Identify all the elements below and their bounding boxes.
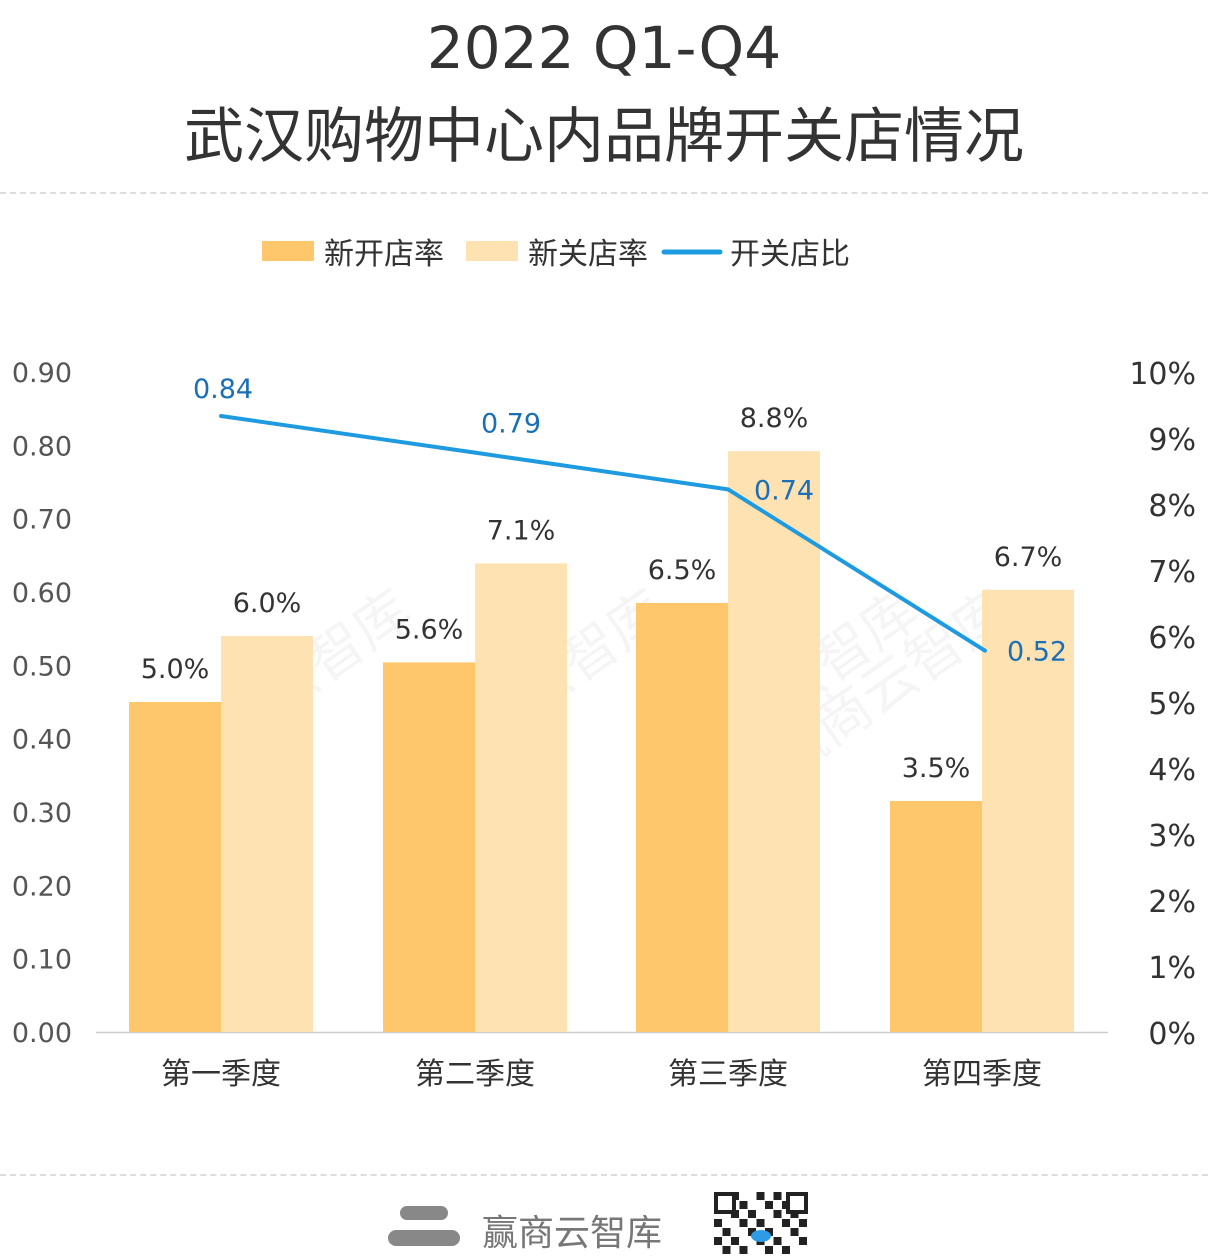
x-tick-label: 第二季度 [415, 1057, 535, 1092]
line-data-label: 0.79 [481, 409, 541, 440]
legend-label: 新关店率 [528, 237, 648, 272]
bar-data-label: 5.6% [395, 614, 464, 645]
bar-data-label: 6.0% [233, 588, 302, 619]
qr-logo [751, 1230, 771, 1242]
bar [383, 662, 475, 1032]
chart-title: 2022 Q1-Q4 [426, 14, 782, 82]
bar [129, 702, 221, 1032]
right-tick-label: 7% [1148, 555, 1196, 590]
qr-cell [765, 1228, 773, 1236]
qr-cell [765, 1246, 773, 1254]
left-tick-label: 0.00 [12, 1018, 72, 1049]
bar [890, 801, 982, 1032]
right-tick-label: 2% [1148, 885, 1196, 920]
qr-finder [714, 1192, 736, 1214]
left-tick-label: 0.20 [12, 871, 72, 902]
qr-cell [773, 1237, 782, 1245]
footer-brand: 赢商云智库 [482, 1213, 663, 1254]
qr-cell [739, 1219, 748, 1227]
x-tick-label: 第一季度 [161, 1057, 281, 1092]
left-tick-label: 0.80 [12, 431, 72, 462]
bar-data-label: 3.5% [902, 753, 971, 784]
qr-cell [765, 1201, 773, 1209]
right-tick-label: 4% [1148, 753, 1196, 788]
qr-cell [714, 1219, 722, 1227]
line-point [983, 648, 987, 653]
qr-cell [790, 1228, 799, 1236]
line-point [473, 450, 477, 455]
legend-label: 开关店比 [730, 237, 850, 272]
left-tick-label: 0.40 [12, 725, 72, 756]
legend-swatch [262, 241, 314, 261]
qr-cell [739, 1246, 748, 1254]
bar-data-label: 6.7% [994, 542, 1063, 573]
x-tick-label: 第三季度 [668, 1057, 788, 1092]
chart-subtitle: 武汉购物中心内品牌开关店情况 [184, 102, 1024, 172]
left-tick-label: 0.60 [12, 578, 72, 609]
legend-label: 新开店率 [324, 237, 444, 272]
left-tick-label: 0.70 [12, 505, 72, 536]
line-data-label: 0.74 [754, 475, 814, 506]
left-tick-label: 0.10 [12, 945, 72, 976]
left-tick-label: 0.90 [12, 358, 72, 389]
divider [0, 1174, 1208, 1176]
logo-icon [388, 1230, 460, 1246]
line-data-label: 0.52 [1007, 637, 1067, 668]
right-tick-label: 10% [1129, 357, 1196, 392]
line-point [726, 487, 730, 492]
legend-swatch [466, 241, 518, 261]
right-tick-label: 8% [1148, 489, 1196, 524]
qr-cell [773, 1210, 782, 1218]
x-tick-label: 第四季度 [922, 1057, 1042, 1092]
line-series [220, 414, 987, 653]
qr-cell [756, 1192, 765, 1200]
left-tick-label: 0.30 [12, 798, 72, 829]
right-tick-label: 3% [1148, 819, 1196, 854]
bar [728, 451, 820, 1032]
divider [0, 192, 1208, 194]
right-tick-label: 1% [1148, 951, 1196, 986]
bar-data-label: 7.1% [487, 515, 556, 546]
qr-finder [786, 1192, 808, 1214]
qr-cell [722, 1246, 731, 1254]
line-point [219, 414, 223, 418]
qr-cell [799, 1237, 807, 1245]
left-tick-label: 0.50 [12, 651, 72, 682]
bar-data-label: 8.8% [740, 403, 809, 434]
qr-cell [799, 1219, 807, 1227]
qr-cell [714, 1237, 722, 1245]
qr-cell [773, 1192, 782, 1200]
qr-cell [782, 1219, 790, 1227]
bar [636, 603, 728, 1032]
qr-cell [748, 1210, 756, 1218]
bar [475, 563, 567, 1032]
right-tick-label: 5% [1148, 687, 1196, 722]
bar [221, 636, 313, 1032]
qr-cell [782, 1246, 790, 1254]
logo-icon [400, 1206, 448, 1220]
qr-cell [739, 1201, 748, 1209]
qr-cell [756, 1219, 765, 1227]
line-data-label: 0.84 [193, 374, 253, 405]
right-tick-label: 6% [1148, 621, 1196, 656]
bar-data-label: 6.5% [648, 555, 717, 586]
qr-cell [748, 1228, 756, 1236]
bar-data-label: 5.0% [141, 654, 210, 685]
qr-cell [731, 1237, 739, 1245]
right-tick-label: 0% [1148, 1017, 1196, 1052]
right-tick-label: 9% [1148, 423, 1196, 458]
bar [982, 589, 1074, 1032]
qr-cell [722, 1228, 731, 1236]
